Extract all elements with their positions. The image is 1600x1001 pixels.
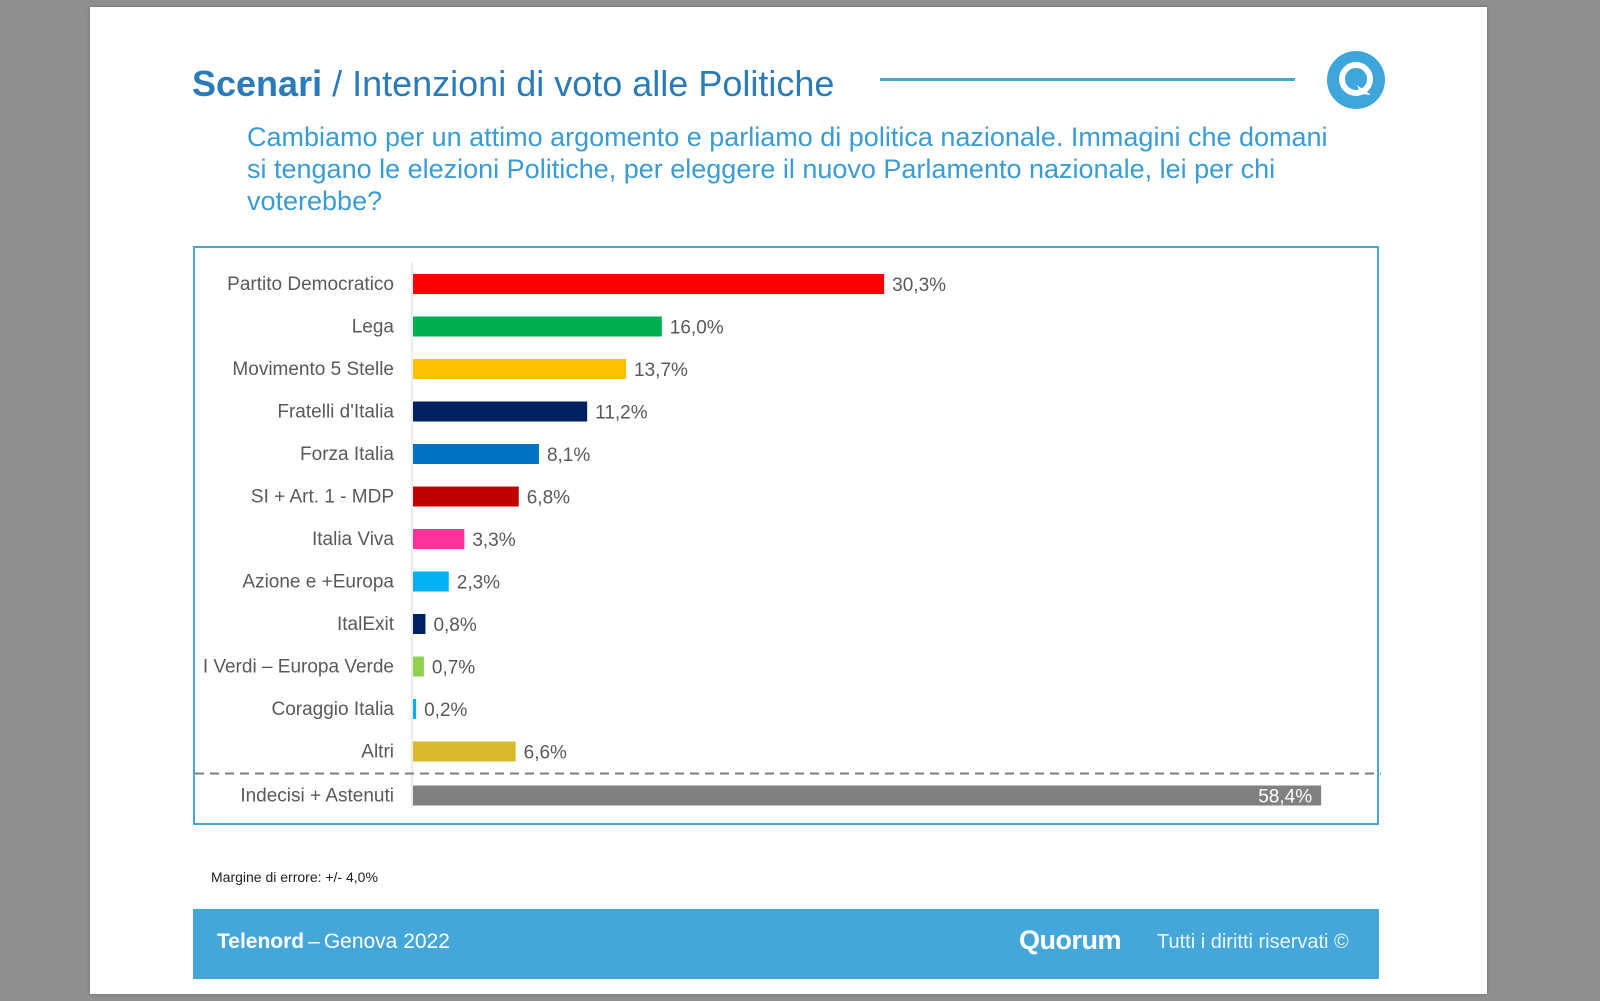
footer-source: Telenord – Genova 2022 bbox=[217, 930, 450, 954]
bar bbox=[413, 571, 449, 592]
category-label: Altri bbox=[361, 742, 394, 763]
bar bbox=[413, 785, 1322, 806]
bar-chart: Partito Democratico 30,3% Lega 16,0% Movimen… bbox=[195, 262, 1381, 808]
category-label: Lega bbox=[352, 317, 395, 338]
category-label: Azione e +Europa bbox=[242, 572, 394, 593]
bar bbox=[413, 699, 417, 719]
category-label: I Verdi – Europa Verde bbox=[203, 657, 394, 678]
bar bbox=[413, 656, 424, 677]
value-label: 16,0% bbox=[670, 318, 724, 339]
bar bbox=[413, 359, 627, 379]
error-margin-note: Margine di errore: +/- 4,0% bbox=[211, 869, 378, 885]
value-label: 11,2% bbox=[595, 403, 648, 424]
bar bbox=[413, 741, 516, 762]
bar bbox=[413, 401, 588, 422]
category-label: Italia Viva bbox=[312, 529, 394, 550]
title-rest: Intenzioni di voto alle Politiche bbox=[352, 63, 835, 104]
bar bbox=[413, 444, 539, 464]
slide-page: Scenari / Intenzioni di voto alle Politi… bbox=[90, 7, 1487, 994]
category-label: Indecisi + Astenuti bbox=[240, 786, 394, 807]
category-label: Partito Democratico bbox=[227, 274, 394, 295]
survey-question: Cambiamo per un attimo argomento e parli… bbox=[247, 122, 1328, 216]
bar bbox=[413, 486, 519, 507]
title-strong: Scenari bbox=[192, 63, 323, 104]
footer-rights: Tutti i diritti riservati © bbox=[1157, 931, 1349, 953]
quorum-logo-icon bbox=[1327, 51, 1385, 109]
footer-source-strong: Telenord bbox=[217, 930, 305, 953]
value-label: 3,3% bbox=[472, 530, 515, 551]
bar bbox=[413, 274, 885, 294]
value-label: 30,3% bbox=[892, 275, 946, 296]
category-label: SI + Art. 1 - MDP bbox=[251, 487, 394, 508]
footer-bar: Telenord – Genova 2022 Quorum Tutti i diri… bbox=[193, 909, 1379, 979]
category-label: Forza Italia bbox=[300, 444, 394, 465]
value-label: 6,6% bbox=[524, 743, 567, 764]
footer-source-rest: Genova 2022 bbox=[323, 930, 450, 953]
bar bbox=[413, 614, 426, 634]
value-label: 0,7% bbox=[432, 658, 475, 679]
category-label: ItalExit bbox=[337, 614, 395, 635]
title-separator: / bbox=[332, 63, 343, 104]
value-label: 58,4% bbox=[1258, 787, 1312, 808]
value-label: 6,8% bbox=[527, 488, 570, 509]
footer-dash: – bbox=[308, 930, 320, 953]
chart-frame: Partito Democratico 30,3% Lega 16,0% Movimen… bbox=[193, 246, 1381, 825]
category-label: Coraggio Italia bbox=[271, 699, 394, 720]
value-label: 13,7% bbox=[634, 360, 688, 381]
slide-title: Scenari / Intenzioni di voto alle Politi… bbox=[192, 54, 834, 114]
value-label: 8,1% bbox=[547, 445, 590, 466]
bar bbox=[413, 316, 662, 337]
category-label: Movimento 5 Stelle bbox=[232, 359, 394, 380]
footer-brand: Quorum bbox=[1019, 925, 1122, 955]
title-rule bbox=[880, 78, 1295, 81]
value-label: 2,3% bbox=[457, 573, 500, 594]
category-label: Fratelli d'Italia bbox=[277, 402, 394, 423]
bar bbox=[413, 529, 465, 549]
value-label: 0,2% bbox=[424, 700, 467, 721]
value-label: 0,8% bbox=[433, 615, 476, 636]
